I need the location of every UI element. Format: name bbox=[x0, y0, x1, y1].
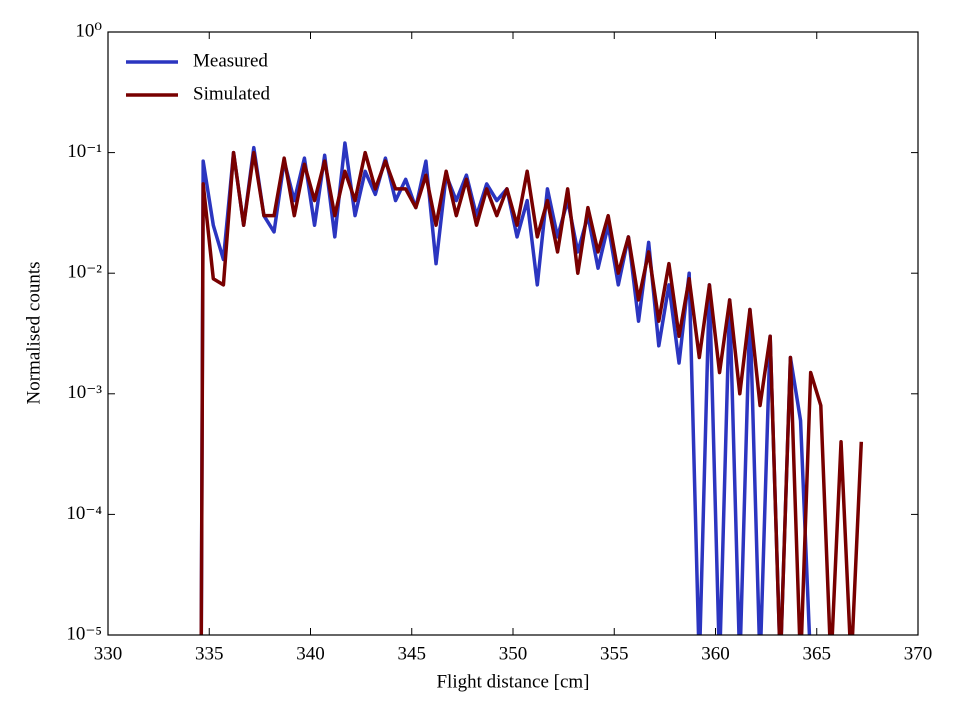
legend-label: Simulated bbox=[193, 83, 271, 104]
y-tick-label: 10⁻³ bbox=[67, 382, 102, 403]
x-tick-label: 365 bbox=[803, 643, 832, 664]
series-line bbox=[199, 150, 864, 635]
x-tick-label: 370 bbox=[904, 643, 933, 664]
plot-area bbox=[199, 141, 864, 635]
x-tick-label: 360 bbox=[701, 643, 730, 664]
y-tick-label: 10⁻¹ bbox=[67, 141, 102, 162]
y-axis-label: Normalised counts bbox=[23, 261, 44, 404]
series-line bbox=[199, 141, 812, 635]
x-tick-label: 355 bbox=[600, 643, 629, 664]
x-tick-label: 345 bbox=[398, 643, 427, 664]
y-tick-label: 10⁻² bbox=[67, 262, 102, 283]
y-tick-label: 10⁰ bbox=[75, 20, 102, 41]
y-tick-label: 10⁻⁴ bbox=[66, 503, 102, 524]
x-tick-label: 330 bbox=[94, 643, 123, 664]
x-tick-label: 335 bbox=[195, 643, 224, 664]
y-tick-label: 10⁻⁵ bbox=[66, 623, 102, 644]
x-tick-label: 350 bbox=[499, 643, 528, 664]
x-axis-label: Flight distance [cm] bbox=[436, 671, 589, 692]
x-tick-label: 340 bbox=[296, 643, 325, 664]
legend-label: Measured bbox=[193, 50, 268, 71]
